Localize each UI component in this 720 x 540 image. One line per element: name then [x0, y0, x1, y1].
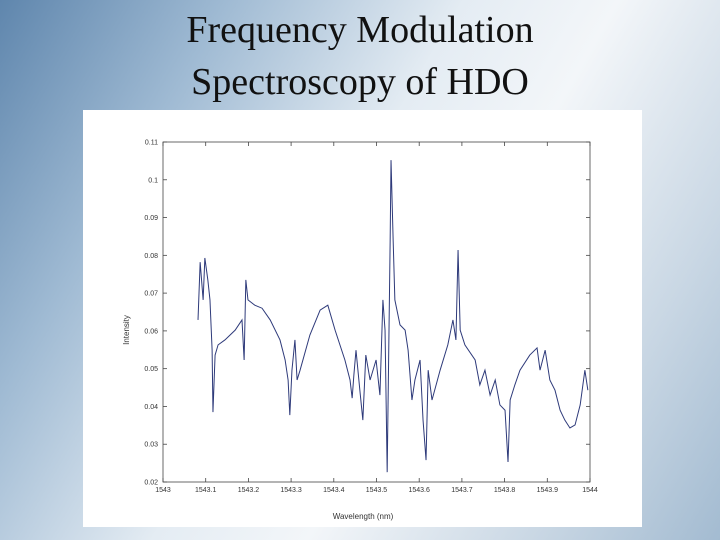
- y-tick-label: 0.11: [145, 140, 158, 147]
- x-tick-label: 1543.2: [238, 487, 260, 494]
- x-tick-label: 1543.1: [195, 487, 217, 494]
- y-tick-label: 0.06: [144, 328, 158, 335]
- y-tick-label: 0.02: [144, 480, 158, 487]
- y-tick-label: 0.04: [144, 404, 158, 411]
- y-axis-label: Intensity: [122, 315, 131, 345]
- spectrum-line: [197, 160, 589, 473]
- y-tick-label: 0.03: [144, 442, 158, 449]
- slide-title: Frequency Modulation: [186, 9, 534, 51]
- chart: Wavelength (nm) Intensity 1543 1543.1 1543…: [122, 140, 598, 522]
- y-tick-label: 0.1: [148, 177, 158, 184]
- x-axis-label: Wavelength (nm): [333, 512, 394, 521]
- x-tick-label: 1543.8: [494, 487, 516, 494]
- x-tick-label: 1543.5: [366, 487, 388, 494]
- y-tick-label: 0.07: [144, 291, 158, 298]
- x-tick-label: 1543.6: [408, 487, 430, 494]
- chart-panel: Wavelength (nm) Intensity 1543 1543.1 1543…: [83, 110, 642, 527]
- y-tick-label: 0.09: [144, 215, 158, 222]
- x-tick-label: 1543.4: [323, 487, 345, 494]
- x-tick-label: 1543.7: [451, 487, 473, 494]
- x-tick-label: 1543.3: [280, 487, 302, 494]
- x-tick-label: 1544: [582, 487, 598, 494]
- x-tick-label: 1543: [155, 487, 171, 494]
- y-tick-label: 0.05: [144, 366, 158, 373]
- x-tick-label: 1543.9: [537, 487, 559, 494]
- plot-frame: [162, 141, 591, 483]
- y-tick-label: 0.08: [144, 253, 158, 260]
- slide-title: Spectroscopy of HDO: [191, 61, 529, 103]
